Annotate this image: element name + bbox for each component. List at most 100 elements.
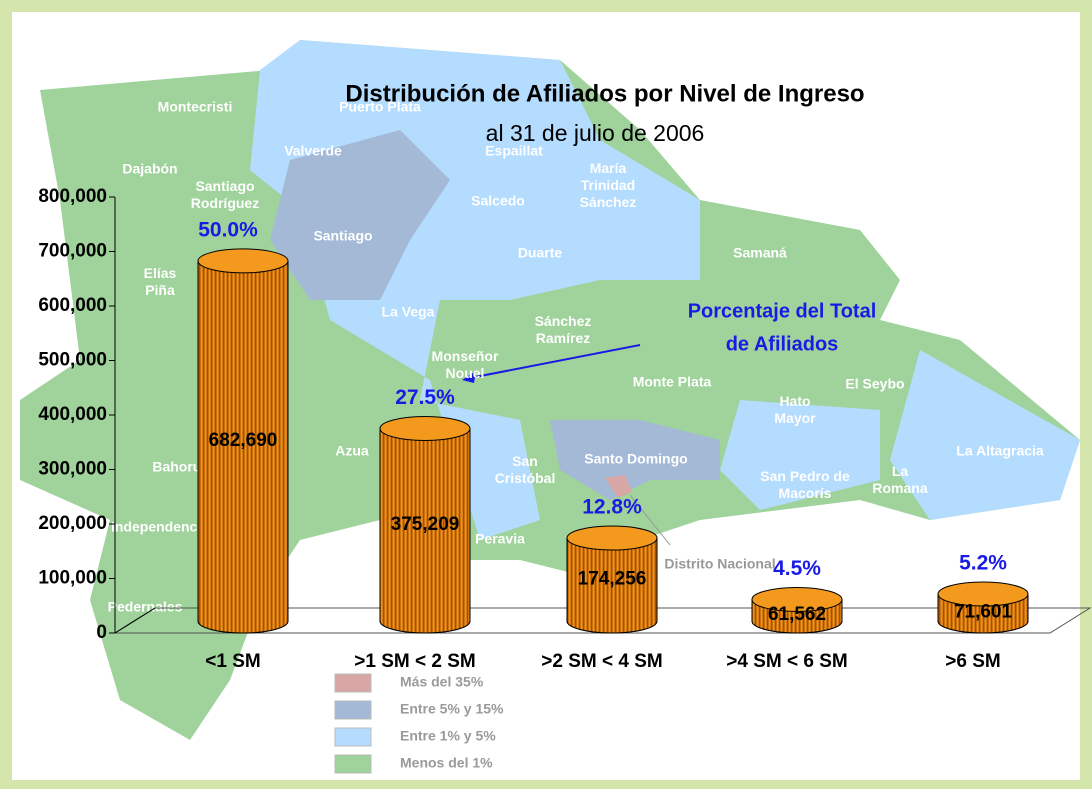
map-label: San Cristóbal [495, 453, 556, 486]
bar-top [379, 416, 471, 442]
map-label-line: María [590, 160, 627, 176]
map-label: La Vega [382, 304, 435, 320]
annotation: de Afiliados [726, 333, 839, 355]
map-label-line: Elías [144, 265, 177, 281]
map-label: La Altagracia [956, 443, 1044, 459]
legend-swatch [334, 754, 372, 774]
y-tick-label: 800,000 [38, 186, 107, 207]
map-label: Espaillat [485, 143, 543, 159]
bar [379, 416, 471, 634]
map-label-line: Macorís [779, 485, 832, 501]
map-label: Hato Mayor [774, 393, 816, 426]
map-label: María Trinidad Sánchez [580, 160, 637, 210]
legend-label: Entre 5% y 15% [400, 701, 504, 717]
percent-label: 50.0% [198, 218, 258, 241]
map-label: Montecristi [158, 99, 233, 115]
map-label: La Romana [872, 463, 927, 496]
legend-label: Entre 1% y 5% [400, 728, 496, 744]
map-label-line: San [512, 453, 538, 469]
y-axis-back [114, 607, 156, 634]
annotation: Porcentaje del Total [688, 300, 877, 322]
map-label: El Seybo [845, 376, 904, 392]
y-tick-label: 400,000 [38, 404, 107, 425]
bar-body-stripes [197, 260, 289, 634]
map-label: Duarte [518, 245, 563, 261]
legend-swatch [334, 673, 372, 693]
map-label: San Pedro de Macorís [760, 468, 850, 501]
map-label-line: Cristóbal [495, 470, 556, 486]
map-label: Elías Piña [144, 265, 177, 298]
map-label-line: La [892, 463, 909, 479]
bar [937, 581, 1029, 634]
y-tick-label: 100,000 [38, 568, 107, 589]
map-label: Santiago [313, 228, 372, 244]
map-label: Pedernales [108, 599, 183, 615]
x-tick-label: <1 SM [205, 651, 260, 672]
map-label-line: Piña [145, 282, 175, 298]
bar [197, 248, 289, 634]
map-label-line: Nouel [446, 365, 485, 381]
y-tick-label: 0 [96, 622, 107, 643]
map-label: Monseñor Nouel [432, 348, 499, 381]
map-label-line: Rodríguez [191, 195, 259, 211]
map-label: Distrito Nacional [664, 556, 775, 572]
map-label: Azua [335, 443, 369, 459]
value-label: 71,601 [954, 602, 1013, 623]
annotation-arrow [469, 344, 641, 379]
map-label: Samaná [733, 245, 787, 261]
y-tick-label: 600,000 [38, 295, 107, 316]
map-label: Salcedo [471, 193, 525, 209]
percent-label: 12.8% [582, 496, 642, 519]
value-label: 61,562 [768, 604, 826, 625]
arrow-head [462, 371, 476, 383]
y-tick-label: 200,000 [38, 513, 107, 534]
region-santo-domingo [550, 420, 720, 500]
map-label-line: Sánchez [535, 313, 592, 329]
map-label-line: Hato [779, 393, 810, 409]
bar [566, 525, 658, 634]
value-label: 375,209 [391, 514, 460, 535]
map-label-line: San Pedro de [760, 468, 850, 484]
map-label-line: Monseñor [432, 348, 499, 364]
region-santiago [270, 130, 450, 300]
map-label: Santo Domingo [584, 451, 687, 467]
map-label: Monte Plata [633, 374, 712, 390]
bar-top [197, 248, 289, 274]
legend-swatch [334, 727, 372, 747]
dn-leader [629, 494, 671, 546]
map-label: Sánchez Ramírez [535, 313, 592, 346]
x-tick-label: >2 SM < 4 SM [541, 651, 662, 672]
bar-top [937, 581, 1029, 607]
percent-label: 5.2% [959, 552, 1007, 575]
bar [751, 586, 843, 634]
x-tick-label: >6 SM [945, 651, 1000, 672]
bar-body-stripes [566, 537, 658, 634]
map-label: Dajabón [122, 161, 177, 177]
bar-top [751, 586, 843, 612]
y-tick-label: 300,000 [38, 459, 107, 480]
map-label-line: Mayor [774, 410, 816, 426]
map-label-line: Sánchez [580, 194, 637, 210]
x-tick-label: >1 SM < 2 SM [354, 651, 475, 672]
y-tick-label: 700,000 [38, 241, 107, 262]
x-tick-label: >4 SM < 6 SM [726, 651, 847, 672]
map [20, 40, 1080, 740]
map-label: Puerto Plata [339, 99, 421, 115]
region-altagracia [890, 350, 1080, 520]
map-label-line: Ramírez [536, 330, 590, 346]
legend-swatch [334, 700, 372, 720]
map-label-line: Santiago [195, 178, 254, 194]
bar-top [566, 525, 658, 551]
region-dn [605, 475, 632, 498]
map-label: Independencia [111, 519, 209, 535]
region-sanpedro [720, 400, 880, 510]
bar-body-stripes [379, 428, 471, 634]
map-label: Peravia [475, 531, 525, 547]
percent-label: 27.5% [395, 386, 455, 409]
chart-title: Distribución de Afiliados por Nivel de I… [345, 80, 864, 107]
map-label-line: Trinidad [581, 177, 635, 193]
map-label-line: Romana [872, 480, 927, 496]
map-label: Valverde [284, 143, 342, 159]
